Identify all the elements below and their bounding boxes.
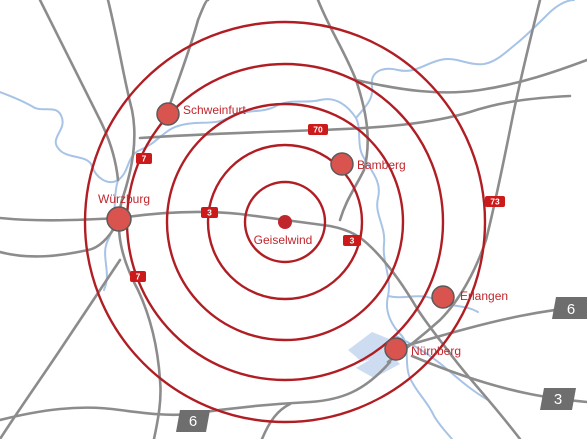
highway-shield-label: 3 [350,236,355,246]
ring-5 [83,20,487,424]
highway-shield-a73: 73 [485,196,505,207]
highway-shield-label: 73 [490,197,500,207]
highway-shield-a7-north: 7 [136,153,152,164]
ring-1 [243,180,327,264]
city-marker-bamberg[interactable]: Bamberg [330,152,406,176]
radius-rings [83,20,487,424]
road-sw [0,258,122,439]
city-markers: Schweinfurt Bamberg Würzburg Erlangen Nü… [98,102,508,361]
road-a70 [138,94,572,140]
city-label-erlangen: Erlangen [460,289,508,303]
road-a73 [386,0,542,364]
road-b8 [0,406,192,422]
center-label: Geiselwind [254,233,313,247]
highway-shield-label: 3 [207,208,212,218]
city-marker-erlangen[interactable]: Erlangen [431,285,508,309]
grey-shield-label: 6 [189,413,197,430]
grey-shield-label: 3 [554,391,562,408]
city-marker-nurnberg[interactable]: Nürnberg [384,337,461,361]
highway-shield-label: 7 [142,154,147,164]
city-label-nurnberg: Nürnberg [411,344,461,358]
tributary-west [0,91,36,109]
city-marker-wurzburg[interactable]: Würzburg [98,192,150,232]
highway-shield-a7-south: 7 [130,271,146,282]
city-label-wurzburg: Würzburg [98,192,150,206]
road-west-spur [0,220,120,258]
road-s [260,402,292,439]
highway-shield-a70: 70 [308,124,328,135]
road-b26 [164,0,210,118]
road-b6-south [188,360,392,416]
ring-2 [206,143,364,301]
grey-shield-b3-southeast: 3 [540,388,576,410]
road-b22 [316,0,369,222]
grey-road-shields: 6 3 6 [176,297,587,432]
center-marker[interactable]: Geiselwind [254,215,313,247]
highway-shield-label: 7 [136,272,141,282]
city-marker-schweinfurt[interactable]: Schweinfurt [156,102,246,126]
city-label-bamberg: Bamberg [357,158,406,172]
grey-shield-label: 6 [567,301,575,318]
highway-shields: 70 7 3 3 73 7 [130,124,505,282]
highway-shield-label: 70 [313,125,323,135]
tributary-sw [103,179,119,291]
ring-3 [165,102,405,342]
highway-shield-a3-east: 3 [343,235,361,246]
grey-shield-b6-east: 6 [552,297,587,319]
road-ne [354,58,587,94]
road-nw [38,0,120,182]
tributary-north [355,0,575,119]
city-label-schweinfurt: Schweinfurt [183,103,246,117]
grey-shield-b6-south: 6 [176,410,210,432]
highway-shield-a3-west: 3 [201,207,218,218]
